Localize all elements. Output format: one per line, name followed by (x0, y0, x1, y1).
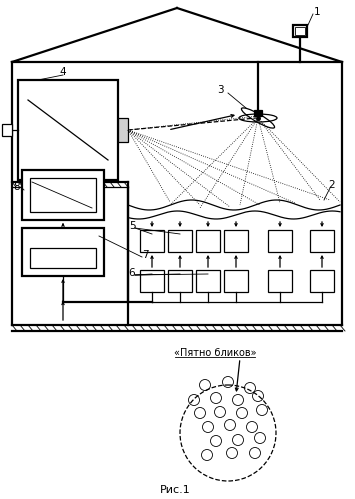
Bar (168, 270, 192, 292)
Bar (168, 230, 192, 252)
Bar (140, 230, 164, 252)
Text: 3: 3 (217, 85, 223, 95)
Text: 5: 5 (129, 221, 135, 231)
Bar (268, 270, 292, 292)
Bar (196, 270, 220, 292)
Bar (295, 27, 305, 35)
Text: 8: 8 (13, 182, 20, 192)
Bar (224, 230, 248, 252)
Bar (293, 25, 307, 37)
Text: Рис.1: Рис.1 (160, 485, 190, 495)
Bar (18, 80, 118, 180)
Text: 6: 6 (129, 268, 135, 278)
Text: 4: 4 (60, 67, 66, 77)
Bar (2, 124, 12, 136)
Bar (22, 228, 104, 276)
Bar (30, 248, 96, 268)
Bar (30, 178, 96, 212)
Text: «Пятно бликов»: «Пятно бликов» (174, 348, 256, 358)
Bar (310, 230, 334, 252)
Text: 7: 7 (142, 250, 148, 260)
Bar (140, 270, 164, 292)
Bar (118, 118, 128, 142)
Bar (196, 230, 220, 252)
Text: 1: 1 (314, 7, 320, 17)
Bar (268, 230, 292, 252)
Bar (22, 170, 104, 220)
Bar (224, 270, 248, 292)
Bar (254, 110, 262, 116)
Bar (310, 270, 334, 292)
Text: 2: 2 (329, 180, 335, 190)
